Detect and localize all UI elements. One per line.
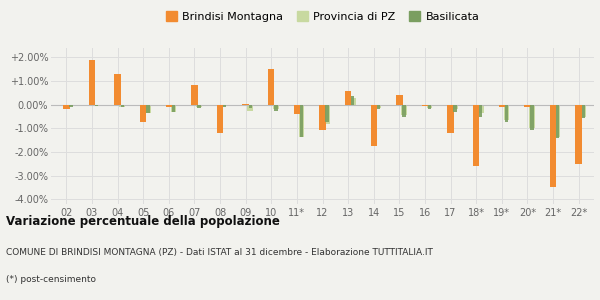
Bar — [499, 105, 505, 107]
Bar — [524, 105, 530, 107]
Bar — [401, 105, 407, 116]
Bar — [376, 105, 381, 108]
Bar — [146, 105, 149, 113]
Bar — [550, 105, 556, 188]
Bar — [325, 105, 329, 122]
Bar — [299, 105, 304, 136]
Bar — [479, 105, 482, 116]
Bar — [94, 105, 100, 106]
Bar — [452, 105, 458, 110]
Bar — [503, 105, 509, 120]
Bar — [89, 60, 95, 105]
Bar — [427, 105, 433, 108]
Bar — [273, 105, 279, 110]
Bar — [95, 105, 98, 106]
Text: COMUNE DI BRINDISI MONTAGNA (PZ) - Dati ISTAT al 31 dicembre - Elaborazione TUTT: COMUNE DI BRINDISI MONTAGNA (PZ) - Dati … — [6, 248, 433, 256]
Bar — [529, 105, 535, 128]
Bar — [140, 105, 146, 122]
Legend: Brindisi Montagna, Provincia di PZ, Basilicata: Brindisi Montagna, Provincia di PZ, Basi… — [161, 7, 484, 26]
Bar — [422, 105, 428, 106]
Bar — [223, 105, 226, 107]
Bar — [473, 105, 479, 166]
Bar — [324, 105, 330, 124]
Text: (*) post-censimento: (*) post-censimento — [6, 274, 96, 284]
Bar — [293, 105, 300, 114]
Bar — [371, 105, 377, 146]
Bar — [242, 103, 249, 105]
Bar — [319, 105, 326, 130]
Bar — [478, 105, 484, 113]
Bar — [119, 105, 125, 107]
Bar — [63, 105, 70, 110]
Bar — [191, 85, 197, 105]
Bar — [145, 105, 151, 113]
Bar — [351, 97, 355, 105]
Bar — [69, 105, 73, 107]
Bar — [274, 105, 278, 111]
Bar — [166, 105, 172, 107]
Bar — [555, 105, 560, 136]
Bar — [196, 105, 202, 107]
Bar — [170, 105, 176, 112]
Bar — [530, 105, 534, 130]
Bar — [115, 74, 121, 105]
Bar — [580, 105, 586, 116]
Bar — [197, 105, 201, 108]
Bar — [402, 105, 406, 116]
Bar — [575, 105, 582, 164]
Bar — [68, 105, 74, 106]
Bar — [377, 105, 380, 110]
Bar — [217, 105, 223, 133]
Bar — [222, 105, 227, 106]
Text: Variazione percentuale della popolazione: Variazione percentuale della popolazione — [6, 214, 280, 227]
Bar — [448, 105, 454, 133]
Bar — [428, 105, 431, 110]
Bar — [396, 95, 403, 105]
Bar — [248, 105, 252, 108]
Bar — [581, 105, 585, 118]
Bar — [268, 69, 274, 105]
Bar — [121, 105, 124, 107]
Bar — [556, 105, 559, 138]
Bar — [350, 98, 356, 105]
Bar — [300, 105, 303, 136]
Bar — [247, 105, 253, 111]
Bar — [172, 105, 175, 112]
Bar — [454, 105, 457, 112]
Bar — [505, 105, 508, 122]
Bar — [345, 91, 352, 105]
